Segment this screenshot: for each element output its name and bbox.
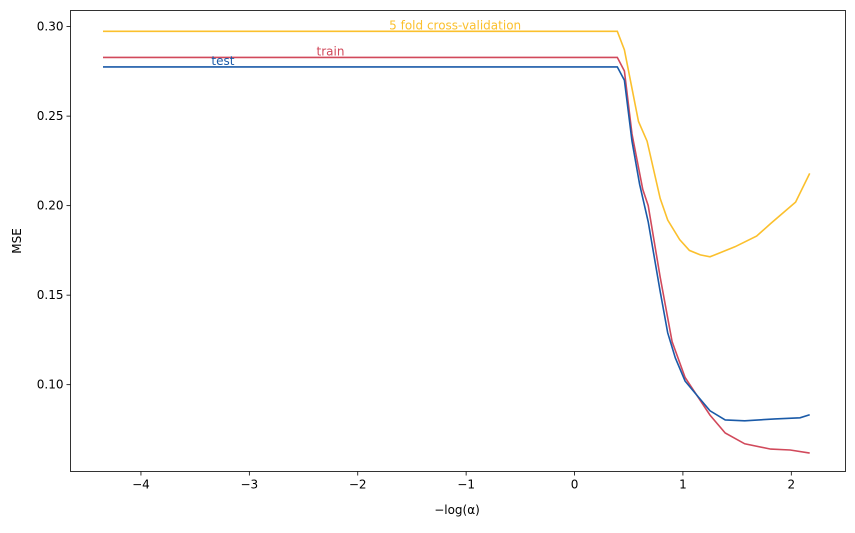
series-line-test bbox=[103, 66, 810, 422]
y-tick-label: 0.30 bbox=[37, 20, 64, 34]
x-axis-label: −log(α) bbox=[434, 503, 480, 517]
series-line-5-fold-cross-validation bbox=[103, 30, 811, 258]
y-tick-label: 0.20 bbox=[37, 199, 64, 213]
x-tick-label: 2 bbox=[787, 478, 795, 492]
y-axis-label: MSE bbox=[10, 228, 24, 254]
x-tick-label: −2 bbox=[349, 478, 367, 492]
x-tick-label: −3 bbox=[240, 478, 258, 492]
y-tick-label: 0.25 bbox=[37, 109, 64, 123]
y-tick-label: 0.10 bbox=[37, 378, 64, 392]
series-line-train bbox=[103, 56, 810, 454]
plot-frame bbox=[70, 10, 846, 472]
series-label: train bbox=[317, 44, 345, 58]
series-label: 5 fold cross-validation bbox=[389, 18, 521, 32]
series-label: test bbox=[211, 54, 234, 68]
x-tick-label: 1 bbox=[679, 478, 687, 492]
x-tick-label: −4 bbox=[132, 478, 150, 492]
x-tick-label: 0 bbox=[571, 478, 579, 492]
x-tick-label: −1 bbox=[457, 478, 475, 492]
y-tick-label: 0.15 bbox=[37, 288, 64, 302]
